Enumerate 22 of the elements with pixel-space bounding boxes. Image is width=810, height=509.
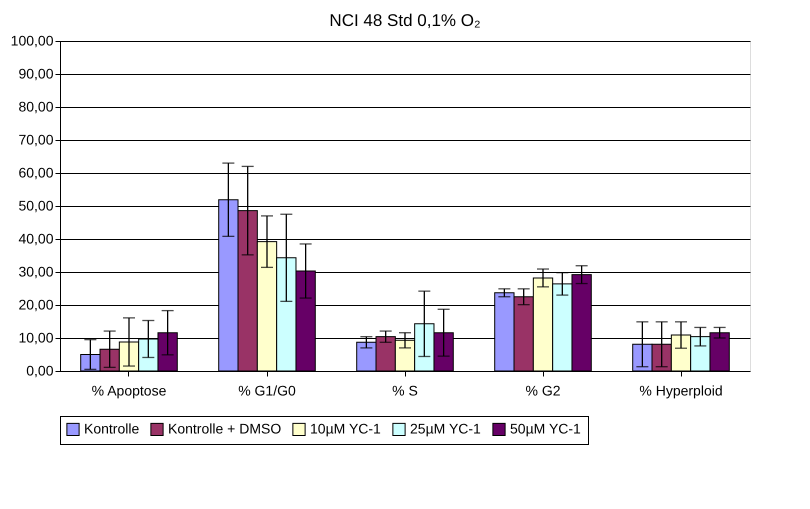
y-tick-label: 60,00	[18, 164, 54, 180]
y-tick-label: 50,00	[18, 198, 54, 214]
legend-label: 25µM YC-1	[410, 420, 482, 436]
y-tick-label: 20,00	[18, 296, 54, 312]
y-tick-label: 30,00	[18, 264, 54, 280]
legend-label: 10µM YC-1	[310, 420, 382, 436]
x-tick-label: % Apoptose	[92, 382, 167, 398]
legend-label: 50µM YC-1	[510, 420, 582, 436]
y-tick-label: 100,00	[10, 32, 54, 48]
x-tick-label: % Hyperploid	[639, 382, 723, 398]
x-tick-label: % G2	[525, 382, 561, 398]
legend-label: Kontrolle	[84, 420, 140, 436]
chart-title: NCI 48 Std 0,1% O₂	[329, 11, 481, 30]
legend-label: Kontrolle + DMSO	[168, 420, 282, 436]
x-tick-label: % S	[392, 382, 418, 398]
y-tick-label: 80,00	[18, 98, 54, 114]
y-tick-label: 70,00	[18, 132, 54, 148]
y-tick-label: 0,00	[26, 362, 54, 378]
y-tick-label: 90,00	[18, 66, 54, 82]
x-tick-label: % G1/G0	[238, 382, 296, 398]
y-tick-label: 40,00	[18, 230, 54, 246]
y-tick-label: 10,00	[18, 330, 54, 346]
